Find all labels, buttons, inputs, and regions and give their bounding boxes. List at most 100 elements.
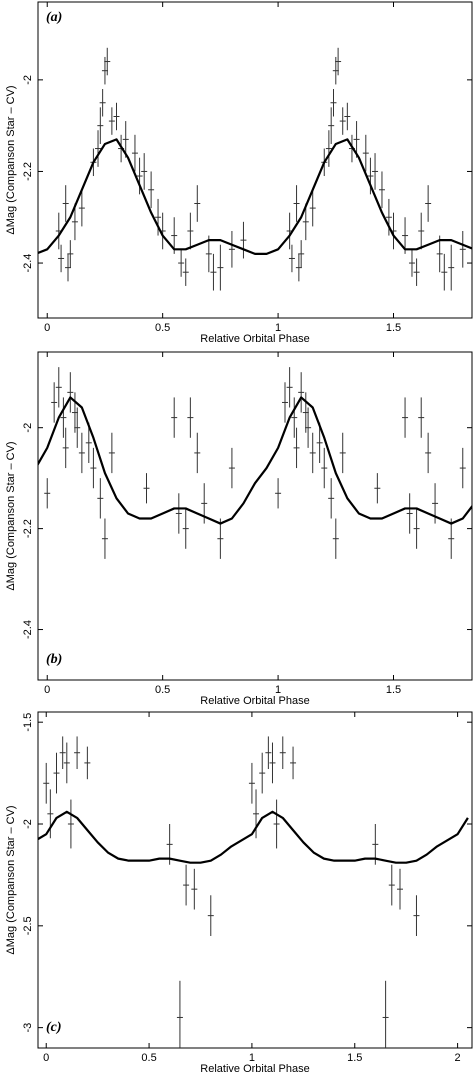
x-tick-label: 1.5 — [347, 1052, 362, 1064]
panel-label: (c) — [46, 1020, 62, 1035]
error-point — [367, 157, 374, 195]
error-point — [374, 473, 381, 504]
error-point — [131, 134, 138, 172]
x-tick-label: 1 — [249, 1052, 255, 1064]
error-point — [155, 198, 162, 236]
error-point — [288, 244, 295, 273]
fit-curve — [38, 138, 472, 255]
error-point — [425, 185, 432, 222]
error-point — [388, 864, 395, 906]
error-point — [217, 518, 224, 559]
error-point — [298, 240, 305, 268]
error-point — [293, 185, 300, 222]
error-point — [362, 134, 369, 172]
error-point — [309, 432, 316, 474]
error-point — [95, 130, 102, 167]
error-point — [441, 253, 448, 291]
error-point — [328, 107, 335, 144]
error-point — [108, 107, 115, 135]
error-point — [217, 244, 224, 291]
error-point — [275, 478, 282, 509]
y-axis-label: ΔMag (Companson Star – CV) — [5, 85, 17, 234]
error-point — [459, 447, 466, 489]
error-point — [372, 153, 379, 190]
error-point — [339, 107, 346, 135]
error-point — [148, 171, 155, 209]
error-point — [448, 518, 455, 559]
y-tick-label: -2.4 — [22, 620, 34, 639]
error-point — [269, 742, 276, 784]
error-point — [316, 422, 323, 464]
error-point — [378, 171, 385, 209]
error-point — [413, 508, 420, 549]
fit-curve — [38, 396, 472, 525]
error-point — [101, 518, 108, 559]
error-point — [448, 244, 455, 291]
error-point — [408, 249, 415, 277]
error-point — [122, 121, 129, 158]
plot-frame — [37, 1, 473, 319]
y-tick-label: -2.2 — [22, 519, 34, 538]
error-point — [74, 407, 81, 448]
x-tick-label: 0 — [44, 684, 50, 696]
error-point — [187, 397, 194, 438]
error-point — [78, 189, 85, 227]
error-point — [84, 746, 91, 780]
error-point — [436, 235, 443, 273]
panel: 0 0.5 1 1.5 -2 -2.2 -2.4 Relative Orbital Phase… — [5, 1, 473, 345]
panel-label: (a) — [46, 10, 62, 25]
error-point — [108, 432, 115, 474]
panel: 0 0.5 1 1.5 -2 -2.2 -2.4 Relative Orbital Phase… — [5, 351, 473, 707]
x-tick-label: 0 — [44, 322, 50, 334]
error-point — [67, 240, 74, 268]
error-point — [191, 868, 198, 910]
error-point — [194, 185, 201, 222]
plot-frame — [37, 711, 473, 1049]
x-axis-label: Relative Orbital Phase — [200, 1063, 309, 1075]
error-point — [85, 422, 92, 464]
x-tick-label: 1.5 — [386, 684, 401, 696]
error-point — [459, 230, 466, 268]
error-point — [228, 447, 235, 489]
error-point — [279, 736, 286, 770]
error-point — [183, 864, 190, 906]
error-point — [104, 47, 111, 76]
error-point — [240, 221, 247, 259]
error-point — [413, 895, 420, 936]
error-point — [382, 980, 389, 1048]
error-point — [44, 478, 51, 509]
plot-frame — [37, 351, 473, 681]
data-area — [38, 736, 469, 1048]
error-point — [59, 736, 66, 770]
error-point — [63, 742, 70, 784]
error-point — [253, 789, 260, 839]
x-tick-label: 0 — [43, 1052, 49, 1064]
error-point — [74, 736, 81, 770]
error-point — [425, 432, 432, 474]
error-point — [136, 157, 143, 195]
error-point — [90, 447, 97, 489]
error-point — [67, 799, 74, 849]
x-tick-label: 0.5 — [155, 322, 170, 334]
error-point — [309, 189, 316, 227]
error-point — [78, 432, 85, 474]
x-tick-label: 1 — [275, 322, 281, 334]
error-point — [67, 372, 74, 413]
y-tick-label: -2 — [22, 423, 34, 433]
y-axis-label: ΔMag (Companson Star – CV) — [5, 805, 17, 954]
y-tick-label: -3 — [22, 1023, 34, 1033]
y-tick-label: -2.5 — [22, 916, 34, 935]
error-point — [397, 868, 404, 910]
error-point — [305, 407, 312, 448]
error-point — [402, 397, 409, 438]
error-point — [413, 258, 420, 286]
y-tick-label: -2.2 — [22, 162, 34, 181]
error-point — [290, 746, 297, 780]
error-point — [182, 508, 189, 549]
y-axis-label: ΔMag (Companson Star – CV) — [5, 441, 17, 590]
error-point — [113, 102, 120, 131]
x-tick-label: 1.5 — [386, 322, 401, 334]
error-point — [97, 107, 104, 144]
error-point — [97, 478, 104, 519]
